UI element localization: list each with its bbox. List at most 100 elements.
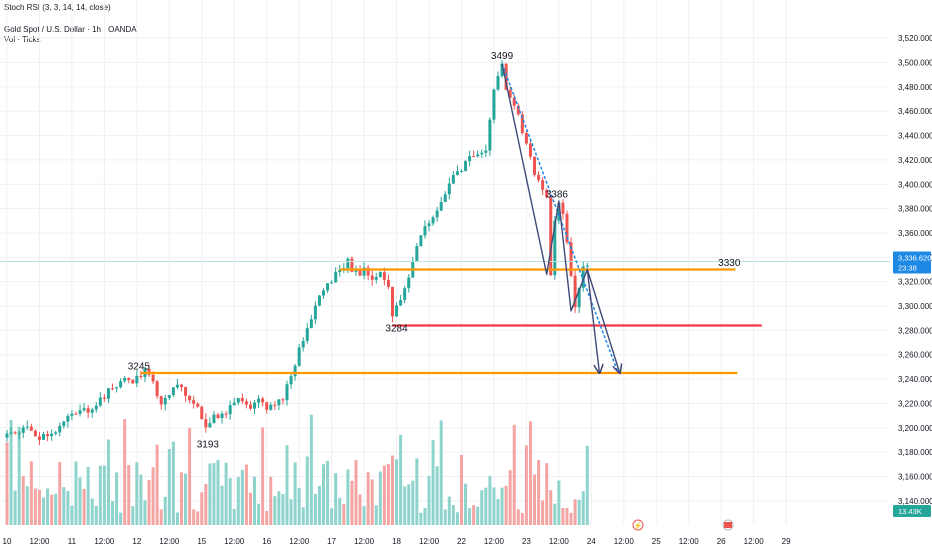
time-tick-label: 17 — [327, 537, 336, 546]
candle-body — [399, 299, 403, 306]
volume-bar — [533, 474, 537, 525]
time-tick-label: 12:00 — [94, 537, 115, 546]
volume-bar — [431, 440, 435, 525]
volume-bar — [98, 465, 102, 525]
price-badge-countdown: 23:38 — [898, 263, 917, 272]
volume-bar — [338, 497, 342, 525]
candle-body — [464, 161, 468, 172]
candle-body — [17, 432, 21, 434]
time-tick-label: 26 — [717, 537, 726, 546]
volume-bar — [528, 421, 532, 525]
candle-body — [184, 387, 188, 396]
candle-body — [508, 89, 512, 98]
price-tick-label: 3,180.000 — [898, 448, 932, 457]
volume-bar — [277, 491, 281, 525]
volume-bar — [123, 419, 127, 525]
lightning-icon — [632, 519, 644, 531]
volume-bar — [362, 506, 366, 525]
symbol-name: Gold Spot / U.S. Dollar — [4, 25, 85, 34]
price-tick-label: 3,320.000 — [898, 278, 932, 287]
candle-body — [326, 283, 330, 291]
volume-bar — [313, 494, 317, 525]
volume-bar — [171, 441, 175, 525]
volume-bar — [265, 511, 269, 525]
volume-bar — [200, 492, 204, 525]
volume-bar — [585, 445, 589, 525]
volume-bar — [127, 465, 131, 525]
volume-bar — [143, 500, 147, 525]
price-tick-label: 3,220.000 — [898, 399, 932, 408]
time-tick-label: 12:00 — [224, 537, 245, 546]
candle-body — [378, 272, 382, 278]
candle-body — [512, 97, 516, 106]
candles — [5, 60, 589, 446]
time-axis — [0, 525, 932, 550]
candle-body — [33, 430, 37, 437]
volume-bar — [427, 476, 431, 525]
volume-bar — [399, 434, 403, 525]
candle-body — [82, 408, 86, 411]
volume-bar — [5, 442, 9, 525]
volume-bar — [435, 466, 439, 525]
price-annotation-3284: 3284 — [385, 324, 408, 335]
volume-bar — [472, 505, 476, 525]
volume-bar — [504, 485, 508, 525]
candle-body — [188, 395, 192, 401]
price-tick-label: 3,520.000 — [898, 34, 932, 43]
candle-body — [334, 272, 338, 283]
candle-body — [480, 152, 484, 155]
time-tick-label: 12:00 — [744, 537, 765, 546]
volume-bar — [541, 500, 545, 525]
volume-bar — [496, 498, 500, 525]
candle-body — [524, 133, 528, 144]
candle-body — [5, 433, 9, 438]
volume-bar — [537, 459, 541, 525]
candle-body — [102, 397, 106, 399]
volume-bar — [395, 459, 399, 525]
volume-badge-value: 13.43K — [898, 507, 922, 516]
price-annotation-3499: 3499 — [491, 51, 514, 62]
candle-body — [451, 175, 455, 184]
volume-bar — [447, 496, 451, 525]
volume-bar — [459, 454, 463, 525]
candle-body — [585, 265, 589, 267]
price-tick-label: 3,160.000 — [898, 472, 932, 481]
candle-body — [427, 223, 431, 227]
volume-bar — [204, 483, 208, 525]
candle-body — [322, 290, 326, 296]
volume-bar — [565, 508, 569, 525]
volume-bar — [184, 473, 188, 525]
volume-bar — [378, 471, 382, 525]
candle-body — [115, 387, 119, 389]
volume-bar — [151, 467, 155, 525]
candle-body — [374, 277, 378, 280]
candle-body — [111, 388, 115, 390]
timeframe-label: 1h — [92, 25, 101, 34]
volume-bar — [269, 476, 273, 525]
volume-bar — [58, 462, 62, 525]
time-tick-label: 12:00 — [484, 537, 505, 546]
candle-body — [127, 378, 131, 380]
candle-body — [447, 183, 451, 195]
volume-bar — [216, 459, 220, 525]
candle-body — [577, 287, 581, 308]
volume-bar — [33, 488, 37, 525]
volume-bar — [119, 512, 123, 525]
candle-body — [228, 405, 232, 415]
price-tick-label: 3,500.000 — [898, 59, 932, 68]
price-tick-label: 3,400.000 — [898, 180, 932, 189]
time-tick-label: 16 — [262, 537, 271, 546]
candle-body — [455, 171, 459, 176]
volume-bar — [358, 494, 362, 525]
volume-bar — [248, 492, 252, 525]
candle-body — [553, 220, 557, 276]
candle-body — [354, 270, 358, 272]
candle-body — [196, 403, 200, 407]
candle-body — [261, 398, 265, 403]
candle-body — [208, 423, 212, 428]
projection-arrow — [501, 63, 599, 373]
candle-body — [94, 405, 98, 410]
volume-bar — [439, 420, 443, 525]
volume-bar — [102, 465, 106, 525]
